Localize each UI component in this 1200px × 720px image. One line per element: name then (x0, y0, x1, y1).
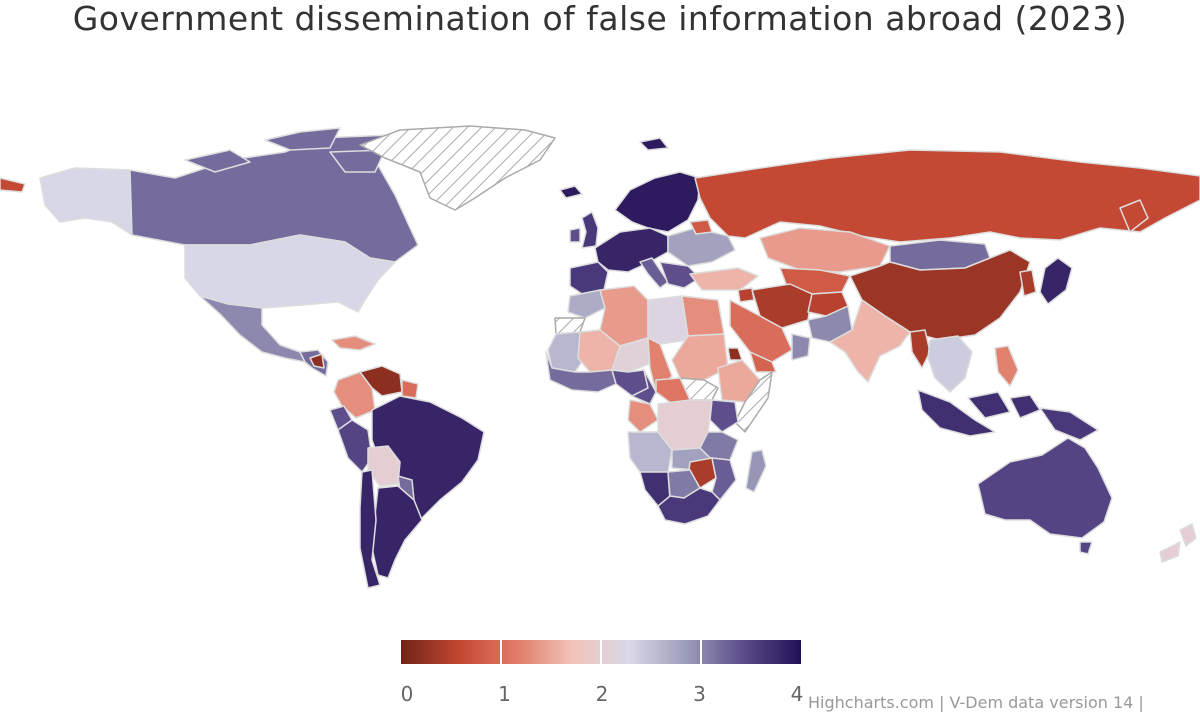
region-bolivia[interactable] (367, 445, 401, 487)
region-iceland[interactable] (559, 185, 583, 199)
region-southeast-asia[interactable] (927, 335, 973, 393)
legend-tick-label: 4 (790, 682, 804, 706)
region-italy[interactable] (639, 257, 669, 289)
region-kamchatka[interactable] (1119, 199, 1149, 233)
region-svalbard[interactable] (639, 137, 669, 151)
chart-title: Government dissemination of false inform… (72, 0, 1128, 38)
legend-tick-label: 0 (400, 682, 414, 706)
legend-tick-label: 2 (595, 682, 609, 706)
credits-text: Highcharts.com | V-Dem data version 14 | (808, 693, 1144, 712)
region-scandinavia[interactable] (614, 171, 701, 233)
region-tasmania[interactable] (1079, 541, 1093, 555)
region-united-kingdom[interactable] (581, 211, 599, 249)
region-new-zealand[interactable] (1159, 523, 1197, 563)
region-libya[interactable] (647, 295, 689, 345)
region-south-africa[interactable] (657, 487, 721, 525)
region-korea[interactable] (1019, 269, 1037, 297)
region-mozambique[interactable] (711, 457, 737, 501)
region-belarus[interactable] (689, 219, 713, 235)
region-chile[interactable] (359, 469, 381, 589)
region-alaska[interactable] (39, 167, 133, 236)
region-ireland[interactable] (569, 227, 581, 243)
region-egypt[interactable] (681, 295, 725, 337)
region-madagascar[interactable] (745, 449, 767, 493)
legend-tick-label: 1 (498, 682, 511, 706)
color-axis-legend (401, 640, 801, 664)
region-syria[interactable] (737, 287, 755, 303)
region-australia[interactable] (977, 437, 1113, 539)
region-balkans[interactable] (659, 261, 701, 289)
region-india[interactable] (829, 299, 911, 383)
region-peru[interactable] (337, 419, 373, 473)
region-russia[interactable] (694, 149, 1200, 243)
region-eritrea[interactable] (727, 347, 743, 361)
region-myanmar[interactable] (909, 329, 931, 369)
region-kenya[interactable] (709, 399, 739, 433)
region-niger[interactable] (611, 337, 655, 373)
region-greenland[interactable] (359, 125, 556, 211)
region-turkey[interactable] (689, 267, 759, 291)
region-yemen[interactable] (749, 351, 777, 373)
region-guyana[interactable] (401, 379, 419, 399)
region-canada-islands[interactable] (184, 127, 386, 173)
region-japan[interactable] (1039, 257, 1073, 305)
region-philippines[interactable] (994, 345, 1019, 387)
region-chukotka[interactable] (0, 177, 26, 193)
region-oman[interactable] (791, 333, 811, 361)
region-gabon-congo[interactable] (627, 399, 659, 433)
legend-tick-label: 3 (693, 682, 706, 706)
region-saudi-arabia[interactable] (729, 299, 793, 363)
region-nicaragua[interactable] (309, 353, 325, 369)
region-indonesia[interactable] (917, 389, 1041, 437)
region-argentina[interactable] (371, 485, 423, 579)
region-morocco[interactable] (567, 289, 606, 319)
region-papua-new-guinea[interactable] (1039, 407, 1099, 441)
region-cuba[interactable] (331, 335, 376, 351)
